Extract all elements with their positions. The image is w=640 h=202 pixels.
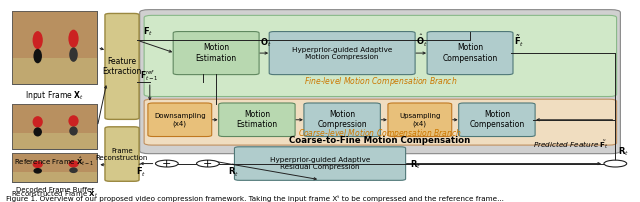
FancyBboxPatch shape <box>12 58 97 84</box>
Text: Motion
Compensation: Motion Compensation <box>469 110 525 129</box>
FancyBboxPatch shape <box>12 153 97 172</box>
FancyBboxPatch shape <box>105 14 139 119</box>
Text: +: + <box>162 159 172 169</box>
Text: Reconstructed Frame $\hat{\mathbf{X}}_t$: Reconstructed Frame $\hat{\mathbf{X}}_t$ <box>12 187 99 200</box>
Text: Downsampling
(x4): Downsampling (x4) <box>154 113 205 126</box>
Ellipse shape <box>33 127 42 137</box>
Ellipse shape <box>33 49 42 63</box>
Ellipse shape <box>68 160 79 167</box>
FancyBboxPatch shape <box>12 11 97 58</box>
Text: $\it{Coarse}$-$\it{level}$ $\it{Motion}$ $\it{Compensation}$ $\it{Branch}$: $\it{Coarse}$-$\it{level}$ $\it{Motion}$… <box>298 127 462 140</box>
Text: $\hat{\mathbf{F}}_t$: $\hat{\mathbf{F}}_t$ <box>136 162 147 179</box>
FancyBboxPatch shape <box>388 103 452 137</box>
Text: Reference Frame $\hat{\mathbf{X}}_{t-1}$: Reference Frame $\hat{\mathbf{X}}_{t-1}$ <box>15 155 95 168</box>
Text: $\tilde{\mathbf{F}}_t$: $\tilde{\mathbf{F}}_t$ <box>515 34 525 49</box>
Ellipse shape <box>33 31 43 49</box>
FancyBboxPatch shape <box>219 103 295 137</box>
FancyBboxPatch shape <box>269 32 415 75</box>
Text: Upsampling
(x4): Upsampling (x4) <box>399 113 440 126</box>
FancyBboxPatch shape <box>12 133 97 149</box>
Text: $\mathbf{O}_t$: $\mathbf{O}_t$ <box>260 37 272 49</box>
FancyBboxPatch shape <box>105 127 139 181</box>
Text: $\hat{\mathbf{O}}_t$: $\hat{\mathbf{O}}_t$ <box>417 33 428 49</box>
FancyBboxPatch shape <box>12 104 97 149</box>
FancyBboxPatch shape <box>304 103 380 137</box>
FancyBboxPatch shape <box>459 103 535 137</box>
FancyBboxPatch shape <box>148 103 212 137</box>
FancyBboxPatch shape <box>144 99 616 145</box>
FancyBboxPatch shape <box>12 104 97 133</box>
Text: Feature
Extraction: Feature Extraction <box>102 57 141 76</box>
Ellipse shape <box>68 30 79 48</box>
FancyBboxPatch shape <box>427 32 513 75</box>
Text: Input Frame $\mathbf{X}_t$: Input Frame $\mathbf{X}_t$ <box>25 89 84 102</box>
FancyBboxPatch shape <box>12 172 97 182</box>
Text: $\mathbf{R}_t$: $\mathbf{R}_t$ <box>618 145 630 158</box>
Text: $\it{Fine}$-$\it{level}$ $\it{Motion}$ $\it{Compensation}$ $\it{Branch}$: $\it{Fine}$-$\it{level}$ $\it{Motion}$ $… <box>303 75 457 88</box>
Text: Hyperprior-guided Adaptive
Residual Compression: Hyperprior-guided Adaptive Residual Comp… <box>270 157 370 170</box>
Text: Coarse-to-Fine Motion Compensation: Coarse-to-Fine Motion Compensation <box>289 137 470 145</box>
Text: Frame
Reconstruction: Frame Reconstruction <box>96 147 148 161</box>
Text: Motion
Estimation: Motion Estimation <box>196 43 237 63</box>
Text: $\mathbf{F}_t$: $\mathbf{F}_t$ <box>143 25 154 38</box>
Ellipse shape <box>69 167 78 173</box>
Ellipse shape <box>33 116 43 128</box>
Ellipse shape <box>69 126 78 136</box>
Text: Hyperprior-guided Adaptive
Motion Compression: Hyperprior-guided Adaptive Motion Compre… <box>292 47 392 60</box>
Text: Decoded Frame Buffer: Decoded Frame Buffer <box>16 187 94 193</box>
Circle shape <box>196 160 220 167</box>
Text: $\mathbf{F}_{t-1}^{ref}$: $\mathbf{F}_{t-1}^{ref}$ <box>140 68 159 83</box>
Text: +: + <box>204 159 212 169</box>
Circle shape <box>604 160 627 167</box>
Text: Figure 1. Overview of our proposed video compression framework. Taking the input: Figure 1. Overview of our proposed video… <box>6 195 504 202</box>
Text: Predicted Feature $\tilde{\mathbf{F}}_t$: Predicted Feature $\tilde{\mathbf{F}}_t$ <box>533 139 609 151</box>
Text: $\mathbf{R}_t$: $\mathbf{R}_t$ <box>410 158 421 171</box>
Text: Motion
Compression: Motion Compression <box>317 110 367 129</box>
Ellipse shape <box>69 47 78 62</box>
FancyBboxPatch shape <box>140 10 620 154</box>
Ellipse shape <box>33 161 43 168</box>
Text: $\hat{\mathbf{R}}_t$: $\hat{\mathbf{R}}_t$ <box>228 162 239 179</box>
Ellipse shape <box>33 168 42 174</box>
FancyBboxPatch shape <box>144 15 616 97</box>
FancyBboxPatch shape <box>12 153 97 182</box>
Circle shape <box>156 160 178 167</box>
Ellipse shape <box>68 115 79 127</box>
Text: Motion
Estimation: Motion Estimation <box>236 110 277 129</box>
FancyBboxPatch shape <box>173 32 259 75</box>
FancyBboxPatch shape <box>234 147 406 180</box>
Text: Motion
Compensation: Motion Compensation <box>442 43 498 63</box>
FancyBboxPatch shape <box>12 11 97 84</box>
